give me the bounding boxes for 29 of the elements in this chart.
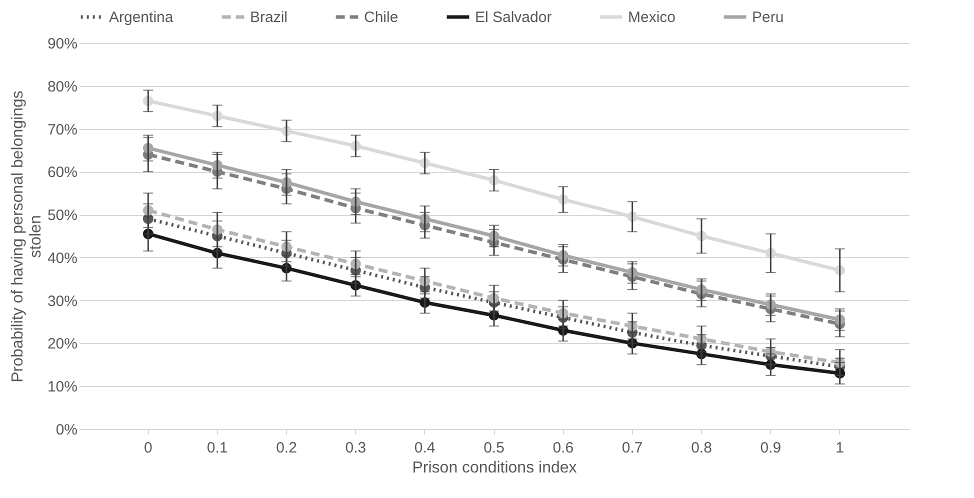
y-tick-label: 0% [56, 422, 78, 438]
y-axis-title: Probability of having personal belongings stolen [9, 90, 44, 382]
x-tick-label: 0.8 [691, 440, 712, 456]
x-tick-label: 0.7 [622, 440, 643, 456]
x-tick-label: 1 [836, 440, 844, 456]
x-tick-label: 0.3 [345, 440, 366, 456]
legend-label: Peru [752, 9, 784, 26]
x-axis-title: Prison conditions index [412, 460, 577, 476]
legend-label: Chile [364, 9, 398, 26]
x-tick-label: 0.2 [276, 440, 297, 456]
y-tick-label: 60% [47, 164, 78, 182]
y-tick-label: 40% [47, 250, 78, 267]
y-tick-label: 30% [47, 292, 78, 310]
y-tick-label: 20% [47, 336, 78, 353]
x-tick-label: 0.5 [484, 440, 504, 456]
x-tick-label: 0 [144, 440, 152, 456]
legend-label: Mexico [628, 9, 676, 26]
y-tick-label: 80% [47, 78, 78, 96]
y-tick-label: 50% [47, 207, 78, 224]
x-tick-label: 0.9 [760, 440, 782, 456]
y-tick-label: 10% [47, 378, 78, 396]
y-tick-label: 70% [47, 121, 78, 138]
x-tick-label: 0.4 [414, 440, 436, 456]
legend-label: Brazil [250, 9, 288, 26]
legend-label: El Salvador [475, 9, 552, 26]
legend-label: Argentina [109, 9, 174, 26]
y-tick-label: 90% [47, 36, 78, 52]
x-tick-label: 0.6 [552, 440, 574, 456]
x-tick-label: 0.1 [206, 440, 228, 456]
